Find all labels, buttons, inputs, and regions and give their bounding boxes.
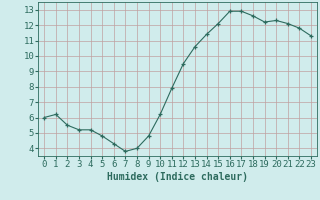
X-axis label: Humidex (Indice chaleur): Humidex (Indice chaleur) <box>107 172 248 182</box>
